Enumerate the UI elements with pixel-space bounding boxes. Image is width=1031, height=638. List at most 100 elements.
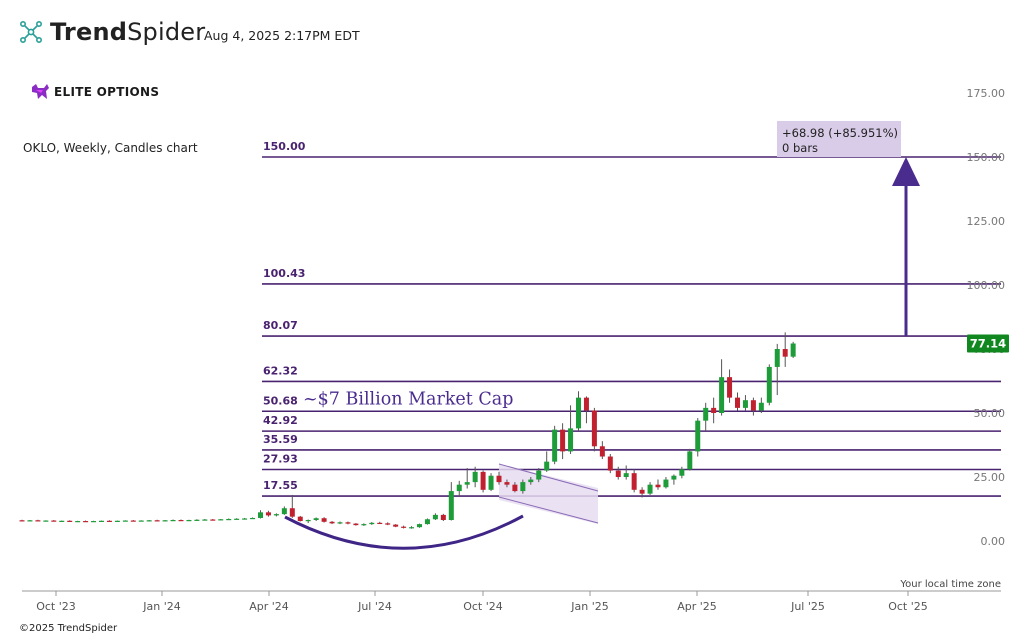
candle[interactable] xyxy=(774,343,780,396)
candle[interactable] xyxy=(51,520,57,522)
candle[interactable] xyxy=(273,513,279,517)
candle[interactable] xyxy=(663,477,669,489)
candle[interactable] xyxy=(496,471,502,485)
candle[interactable] xyxy=(591,407,597,452)
candle[interactable] xyxy=(623,465,629,480)
candle[interactable] xyxy=(35,519,41,522)
candle[interactable] xyxy=(655,479,661,490)
candle[interactable] xyxy=(369,522,375,525)
candle[interactable] xyxy=(679,466,685,479)
candle[interactable] xyxy=(210,518,216,521)
candle[interactable] xyxy=(234,518,240,520)
candle[interactable] xyxy=(321,517,327,523)
candle[interactable] xyxy=(297,515,303,522)
candle[interactable] xyxy=(639,487,645,498)
candle[interactable] xyxy=(488,473,494,492)
candle[interactable] xyxy=(289,494,295,518)
candle[interactable] xyxy=(782,332,788,367)
candle[interactable] xyxy=(417,523,422,528)
candle[interactable] xyxy=(790,341,796,358)
candle[interactable] xyxy=(43,520,49,522)
candle[interactable] xyxy=(536,468,542,483)
candle[interactable] xyxy=(647,482,653,495)
candle[interactable] xyxy=(480,470,486,493)
candle[interactable] xyxy=(552,425,558,465)
candle[interactable] xyxy=(504,479,510,488)
candle[interactable] xyxy=(568,405,574,454)
candle[interactable] xyxy=(305,519,311,524)
candle[interactable] xyxy=(186,519,192,522)
candle[interactable] xyxy=(313,517,319,522)
candle[interactable] xyxy=(544,451,550,472)
candle[interactable] xyxy=(250,517,256,520)
candle[interactable] xyxy=(226,518,232,521)
candle[interactable] xyxy=(520,479,526,494)
candle[interactable] xyxy=(456,480,462,497)
candle[interactable] xyxy=(154,519,160,522)
candle[interactable] xyxy=(424,518,430,525)
candle[interactable] xyxy=(393,524,399,528)
candle[interactable] xyxy=(766,364,772,406)
candle[interactable] xyxy=(75,520,81,523)
candle[interactable] xyxy=(353,523,359,526)
candle[interactable] xyxy=(59,520,65,522)
candle[interactable] xyxy=(560,423,566,460)
candle[interactable] xyxy=(19,519,25,522)
candle[interactable] xyxy=(671,474,677,485)
candle[interactable] xyxy=(218,518,224,521)
candle[interactable] xyxy=(512,482,518,493)
candle[interactable] xyxy=(202,518,208,521)
candle[interactable] xyxy=(409,526,415,529)
candle[interactable] xyxy=(99,520,104,522)
candle[interactable] xyxy=(122,520,128,522)
measure-box[interactable] xyxy=(777,121,901,157)
candle[interactable] xyxy=(742,395,748,411)
candle[interactable] xyxy=(377,521,383,525)
candle[interactable] xyxy=(345,521,351,525)
candle[interactable] xyxy=(242,517,248,520)
candle[interactable] xyxy=(735,392,740,411)
candle[interactable] xyxy=(401,525,407,529)
candle[interactable] xyxy=(599,441,605,460)
candle[interactable] xyxy=(67,520,73,522)
candle[interactable] xyxy=(281,506,287,515)
candle[interactable] xyxy=(329,521,335,525)
candle[interactable] xyxy=(576,391,581,431)
candle[interactable] xyxy=(337,521,343,525)
candle[interactable] xyxy=(432,513,438,521)
candle[interactable] xyxy=(472,466,478,488)
candle[interactable] xyxy=(114,520,120,522)
candle[interactable] xyxy=(464,468,470,489)
candle[interactable] xyxy=(130,520,136,522)
candle[interactable] xyxy=(631,469,637,493)
candle[interactable] xyxy=(440,513,446,522)
candle[interactable] xyxy=(727,369,733,403)
candle[interactable] xyxy=(687,448,693,471)
candle[interactable] xyxy=(265,510,271,517)
candle[interactable] xyxy=(258,510,263,519)
candle[interactable] xyxy=(758,397,764,413)
candle[interactable] xyxy=(583,396,589,424)
candle[interactable] xyxy=(607,453,613,474)
candle[interactable] xyxy=(361,523,367,526)
candle[interactable] xyxy=(448,482,454,521)
candle[interactable] xyxy=(703,402,709,431)
candle[interactable] xyxy=(138,520,144,522)
candle[interactable] xyxy=(162,520,168,522)
candle[interactable] xyxy=(178,519,184,522)
candle[interactable] xyxy=(106,520,112,522)
candle[interactable] xyxy=(170,519,176,522)
candle[interactable] xyxy=(194,519,200,521)
candle[interactable] xyxy=(385,522,391,526)
candle[interactable] xyxy=(750,397,756,416)
candle[interactable] xyxy=(91,520,97,523)
candle[interactable] xyxy=(146,520,152,522)
candle[interactable] xyxy=(528,477,534,485)
candle[interactable] xyxy=(695,418,701,457)
candle[interactable] xyxy=(719,359,725,416)
candle[interactable] xyxy=(83,520,89,523)
candle[interactable] xyxy=(27,520,33,522)
candle[interactable] xyxy=(615,466,621,480)
candle[interactable] xyxy=(711,397,717,424)
